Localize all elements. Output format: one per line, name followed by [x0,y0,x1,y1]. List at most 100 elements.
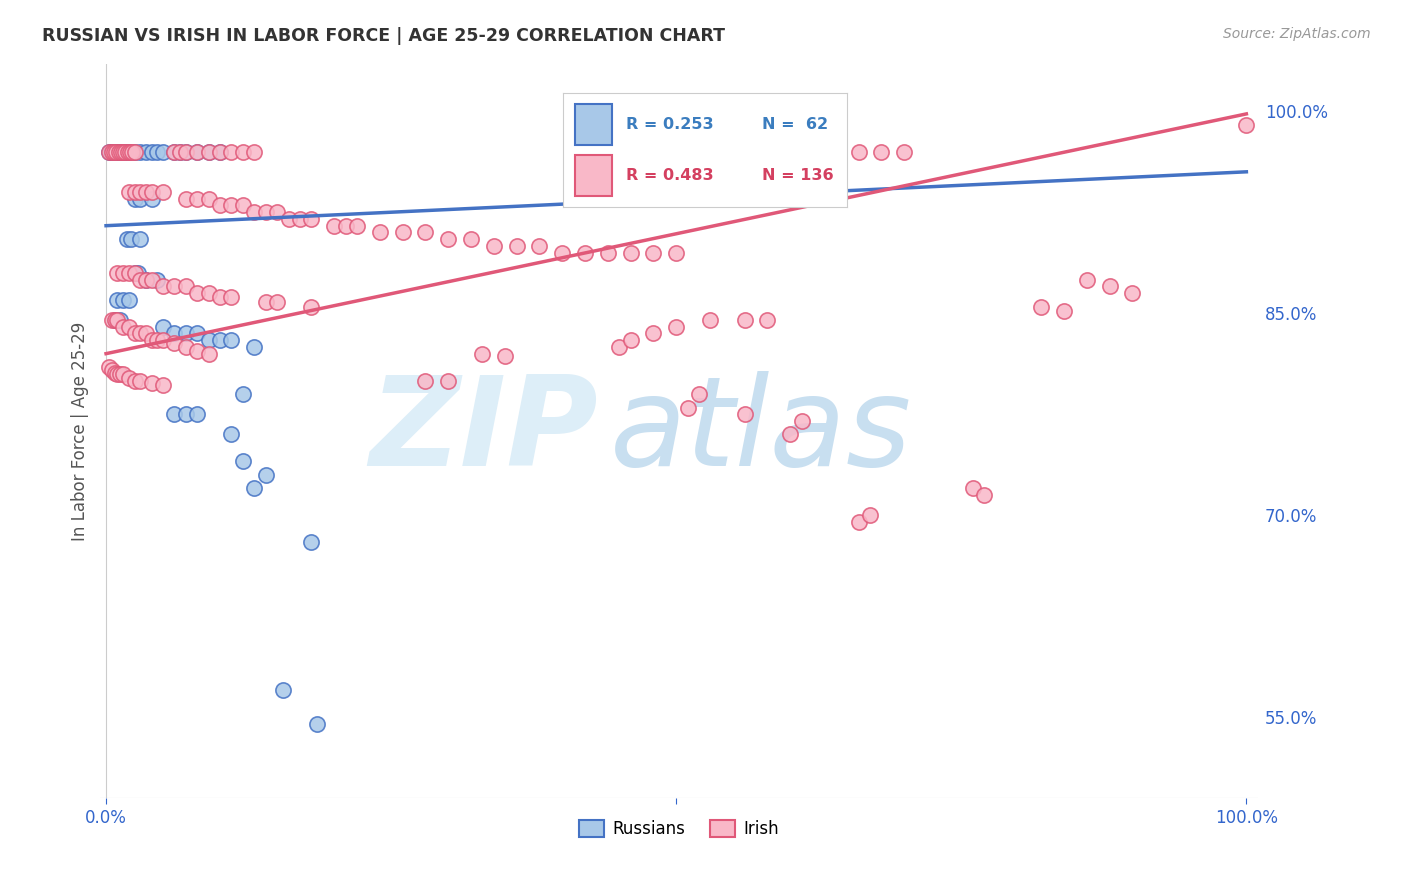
Point [221,427,243,442]
Point [120,232,142,246]
Point [790,414,813,428]
Point [437,232,460,246]
Point [105,145,128,159]
Point [209,145,232,159]
Point [277,211,299,226]
Point [221,290,243,304]
Point [1029,300,1052,314]
Point [110,145,132,159]
Point [962,481,984,495]
Point [197,145,219,159]
Point [801,145,824,159]
Point [100,145,122,159]
Point [118,319,141,334]
Point [169,145,191,159]
Point [197,286,219,301]
Point [112,266,135,280]
Point [209,198,232,212]
Point [135,145,157,159]
Point [620,245,643,260]
Point [114,145,136,159]
Point [254,295,277,310]
Point [104,313,127,327]
Point [471,346,494,360]
Point [127,266,149,280]
Point [174,407,197,421]
Point [141,376,163,391]
Point [105,145,128,159]
Point [141,192,163,206]
Point [163,145,186,159]
Point [271,683,294,698]
Point [152,319,174,334]
Point [266,205,288,219]
Point [163,279,186,293]
Point [169,145,191,159]
Point [243,205,266,219]
Point [104,313,127,327]
Point [197,192,219,206]
Point [174,192,197,206]
Point [197,333,219,347]
Point [115,232,138,246]
Point [734,407,756,421]
Point [98,360,121,375]
Point [107,266,129,280]
Point [121,145,143,159]
Point [824,145,846,159]
Point [129,185,152,199]
Point [174,145,197,159]
Y-axis label: In Labor Force | Age 25-29: In Labor Force | Age 25-29 [72,321,89,541]
Point [146,272,169,286]
Point [186,192,208,206]
Point [124,145,146,159]
Point [643,245,665,260]
Point [112,145,135,159]
Point [141,333,163,347]
Point [232,198,254,212]
Point [129,145,152,159]
Point [118,266,141,280]
Point [551,245,574,260]
Point [437,374,460,388]
Point [124,145,146,159]
Point [108,367,131,381]
Point [124,326,146,341]
Text: Source: ZipAtlas.com: Source: ZipAtlas.com [1223,27,1371,41]
Text: ZIP: ZIP [370,370,598,491]
Point [103,145,125,159]
Point [665,245,688,260]
Point [101,145,124,159]
Point [107,313,129,327]
Point [779,145,801,159]
Point [676,401,699,415]
Point [596,245,619,260]
Point [1234,118,1257,132]
Point [643,326,665,341]
Point [124,266,146,280]
Point [163,407,186,421]
Point [112,145,135,159]
Point [118,145,141,159]
Point [756,313,779,327]
Point [221,198,243,212]
Point [529,239,551,253]
Point [104,145,127,159]
Point [848,145,870,159]
Point [117,145,139,159]
Point [186,145,208,159]
Point [859,508,882,523]
Point [100,313,122,327]
Point [186,407,208,421]
Point [699,313,721,327]
Point [1053,303,1076,318]
Point [174,145,197,159]
Point [574,245,596,260]
Point [112,293,135,307]
Point [779,427,801,442]
Point [607,340,630,354]
Point [163,326,186,341]
Point [305,717,328,731]
Point [209,333,232,347]
Point [688,387,710,401]
